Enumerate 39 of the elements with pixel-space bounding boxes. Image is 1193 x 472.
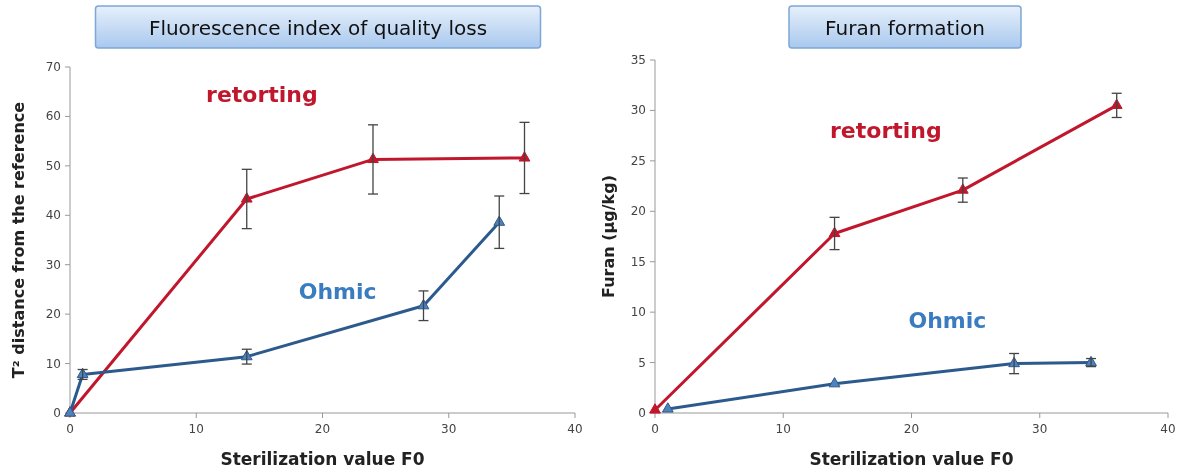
series-label: Ohmic — [908, 308, 987, 334]
x-tick-label: 0 — [651, 422, 659, 436]
chart-title: Fluorescence index of quality loss — [148, 16, 488, 40]
x-tick-label: 30 — [441, 422, 457, 436]
text: retorting — [206, 81, 318, 107]
x-tick-label: 40 — [567, 422, 583, 436]
x-tick-label: 30 — [1032, 422, 1048, 436]
point — [828, 377, 841, 388]
x-tick-label: 10 — [188, 422, 204, 436]
y-tick-label: 30 — [630, 103, 646, 118]
y-tick-label: 70 — [45, 60, 61, 74]
x-tick-label: 20 — [903, 422, 920, 436]
y-axis-title: Furan (µg/kg) — [599, 175, 618, 298]
y-tick-label: 60 — [45, 109, 61, 124]
x-axis-title: Sterilization value F0 — [220, 449, 425, 469]
point — [661, 402, 674, 413]
y-tick-label: 15 — [630, 254, 646, 269]
x-tick-label: 0 — [66, 422, 74, 436]
y-tick-label: 0 — [638, 406, 646, 420]
y-tick-label: 30 — [45, 257, 61, 272]
y-tick-label: 40 — [45, 208, 61, 223]
y-tick-label: 10 — [630, 305, 646, 320]
x-tick-label: 10 — [775, 422, 791, 436]
x-axis-title: Sterilization value F0 — [809, 449, 1014, 469]
point — [649, 403, 661, 414]
series-label: Ohmic — [298, 278, 377, 304]
y-tick-label: 25 — [630, 153, 646, 168]
y-tick-label: 20 — [630, 204, 646, 219]
x-tick-label: 20 — [314, 422, 331, 436]
y-tick-label: 0 — [53, 406, 61, 420]
x-tick-label: 40 — [1160, 422, 1176, 436]
y-tick-label: 50 — [45, 158, 61, 173]
y-tick-label: 20 — [45, 307, 61, 322]
y-axis-title: T² distance from the reference — [9, 101, 28, 379]
text: retorting — [829, 117, 942, 143]
y-tick-label: 10 — [45, 356, 61, 371]
y-tick-label: 35 — [630, 53, 646, 67]
chart-title: Furan formation — [825, 16, 985, 40]
y-tick-label: 5 — [638, 355, 646, 370]
